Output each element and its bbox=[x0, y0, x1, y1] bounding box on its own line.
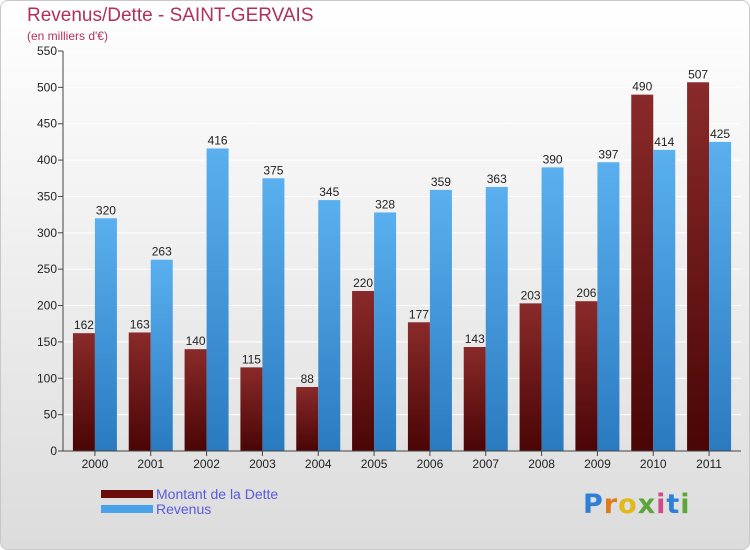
proxiti-logo: Proxiti bbox=[583, 489, 691, 520]
x-tick-label: 2005 bbox=[361, 457, 388, 471]
data-label: 220 bbox=[353, 276, 373, 290]
bar-revenus bbox=[429, 189, 452, 451]
x-tick-label: 2010 bbox=[640, 457, 667, 471]
bar-dette bbox=[184, 349, 207, 451]
y-tick-label: 150 bbox=[37, 335, 57, 349]
x-tick-label: 2007 bbox=[472, 457, 499, 471]
legend-label-debt: Montant de la Dette bbox=[156, 486, 279, 502]
data-label: 425 bbox=[710, 127, 730, 141]
logo-letter: i bbox=[680, 489, 691, 520]
logo-letter: i bbox=[656, 489, 667, 520]
bar-dette bbox=[687, 82, 710, 451]
y-tick-label: 500 bbox=[37, 80, 57, 94]
logo-letter: P bbox=[583, 489, 604, 520]
bar-revenus bbox=[541, 167, 564, 451]
bar-revenus bbox=[318, 200, 341, 451]
y-tick-label: 550 bbox=[37, 44, 57, 58]
data-label: 490 bbox=[632, 80, 652, 94]
bar-dette bbox=[128, 332, 151, 451]
chart-subtitle: (en milliers d'€) bbox=[27, 29, 108, 43]
data-label: 140 bbox=[186, 334, 206, 348]
y-tick-label: 400 bbox=[37, 153, 57, 167]
bar-dette bbox=[72, 333, 95, 451]
y-tick-label: 200 bbox=[37, 299, 57, 313]
legend-label-revenus: Revenus bbox=[156, 501, 212, 517]
data-label: 328 bbox=[375, 197, 395, 211]
grid-lines bbox=[63, 50, 741, 452]
data-label: 390 bbox=[543, 152, 563, 166]
x-tick-label: 2008 bbox=[528, 457, 555, 471]
data-label: 345 bbox=[319, 185, 339, 199]
y-tick-label: 450 bbox=[37, 117, 57, 131]
bar-revenus bbox=[709, 141, 732, 451]
data-label: 115 bbox=[242, 352, 261, 366]
bar-dette bbox=[240, 367, 263, 451]
x-tick-label: 2004 bbox=[305, 457, 332, 471]
logo-letter: r bbox=[603, 489, 619, 520]
x-tick-label: 2003 bbox=[249, 457, 276, 471]
y-tick-label: 100 bbox=[37, 371, 57, 385]
x-tick-label: 2006 bbox=[417, 457, 444, 471]
data-label: 162 bbox=[74, 318, 94, 332]
data-label: 416 bbox=[208, 133, 228, 147]
bar-revenus bbox=[94, 218, 117, 451]
x-tick-label: 2000 bbox=[82, 457, 109, 471]
bars bbox=[72, 82, 732, 452]
bar-dette bbox=[352, 291, 375, 451]
data-label: 263 bbox=[152, 245, 172, 259]
logo-letter: x bbox=[637, 489, 657, 520]
bar-revenus bbox=[262, 178, 285, 452]
legend-swatch-debt bbox=[101, 490, 153, 498]
legend-swatch-revenus bbox=[101, 505, 153, 513]
bar-dette bbox=[296, 387, 319, 451]
data-label: 88 bbox=[301, 372, 315, 386]
y-tick-label: 300 bbox=[37, 226, 57, 240]
logo-letter: o bbox=[618, 489, 638, 520]
data-label: 143 bbox=[465, 332, 485, 346]
data-label: 363 bbox=[487, 172, 507, 186]
data-label: 320 bbox=[96, 203, 116, 217]
y-tick-label: 0 bbox=[50, 444, 57, 458]
data-labels: 162 320 163 263 140 416 115 375 88 345 220 328 177 35… bbox=[74, 67, 731, 386]
bar-revenus bbox=[206, 148, 229, 452]
data-label: 206 bbox=[576, 286, 596, 300]
data-label: 203 bbox=[521, 288, 541, 302]
data-label: 414 bbox=[654, 135, 674, 149]
logo-letter: t bbox=[666, 489, 681, 520]
y-tick-label: 350 bbox=[37, 189, 57, 203]
bar-dette bbox=[631, 94, 654, 452]
axes: 0 50 100 150 200 250 300 350 400 450 500 550 2000 200… bbox=[37, 44, 741, 471]
bar-revenus bbox=[374, 212, 397, 451]
x-tick-label: 2001 bbox=[137, 457, 164, 471]
data-label: 375 bbox=[263, 163, 283, 177]
bar-dette bbox=[519, 303, 542, 451]
x-tick-label: 2009 bbox=[584, 457, 611, 471]
bar-dette bbox=[463, 347, 486, 451]
y-tick-label: 50 bbox=[44, 408, 58, 422]
x-tick-label: 2002 bbox=[193, 457, 220, 471]
data-label: 359 bbox=[431, 175, 451, 189]
data-label: 397 bbox=[598, 147, 618, 161]
data-label: 177 bbox=[409, 307, 429, 321]
chart-title: Revenus/Dette - SAINT-GERVAIS bbox=[27, 5, 314, 26]
bar-revenus bbox=[150, 259, 173, 451]
bar-revenus bbox=[485, 187, 508, 451]
data-label: 163 bbox=[130, 317, 150, 331]
bar-dette bbox=[575, 301, 598, 451]
y-tick-label: 250 bbox=[37, 262, 57, 276]
bar-revenus bbox=[653, 149, 676, 451]
data-label: 507 bbox=[688, 67, 708, 81]
bar-dette bbox=[407, 322, 430, 451]
x-tick-label: 2011 bbox=[696, 457, 722, 471]
bar-revenus bbox=[597, 162, 620, 452]
